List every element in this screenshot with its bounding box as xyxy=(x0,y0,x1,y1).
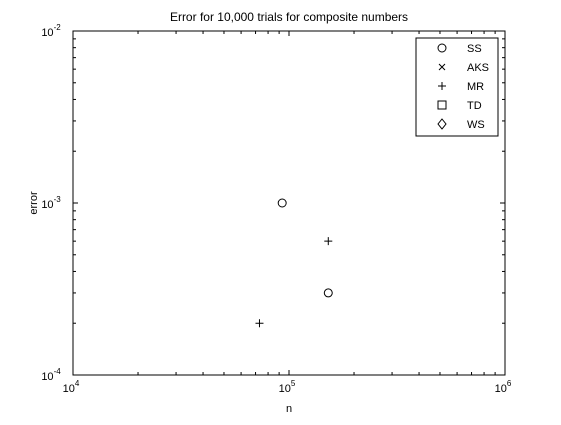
legend: SS AKS MR TD WS xyxy=(415,37,499,137)
legend-marker-td xyxy=(437,100,447,110)
x-axis-label: n xyxy=(286,403,292,415)
x-tick-label: 105 xyxy=(279,379,296,395)
legend-label-ws: WS xyxy=(467,119,485,131)
legend-label-mr: MR xyxy=(467,81,484,93)
legend-marker-aks xyxy=(438,63,446,71)
y-tick-label: 10-4 xyxy=(41,367,61,383)
y-tick-label: 10-2 xyxy=(41,23,61,39)
legend-marker-ss xyxy=(437,43,447,53)
legend-marker-ws xyxy=(437,118,447,130)
x-tick-label: 106 xyxy=(495,379,512,395)
legend-label-td: TD xyxy=(467,100,482,112)
data-points xyxy=(255,198,333,328)
legend-box xyxy=(415,37,499,137)
legend-label-aks: AKS xyxy=(467,62,489,74)
chart-title: Error for 10,000 trials for composite nu… xyxy=(170,10,408,24)
axis-ticks: 104 105 106 10-4 10-3 10-2 xyxy=(41,23,512,395)
data-point-ss xyxy=(323,288,333,298)
y-tick-label: 10-3 xyxy=(41,195,61,211)
data-point-mr xyxy=(255,319,264,328)
data-point-ss xyxy=(277,198,287,208)
x-tick-label: 104 xyxy=(63,379,80,395)
data-point-mr xyxy=(324,237,333,246)
legend-label-ss: SS xyxy=(467,43,482,55)
legend-marker-mr xyxy=(438,82,446,90)
y-axis-label: error xyxy=(28,191,40,215)
